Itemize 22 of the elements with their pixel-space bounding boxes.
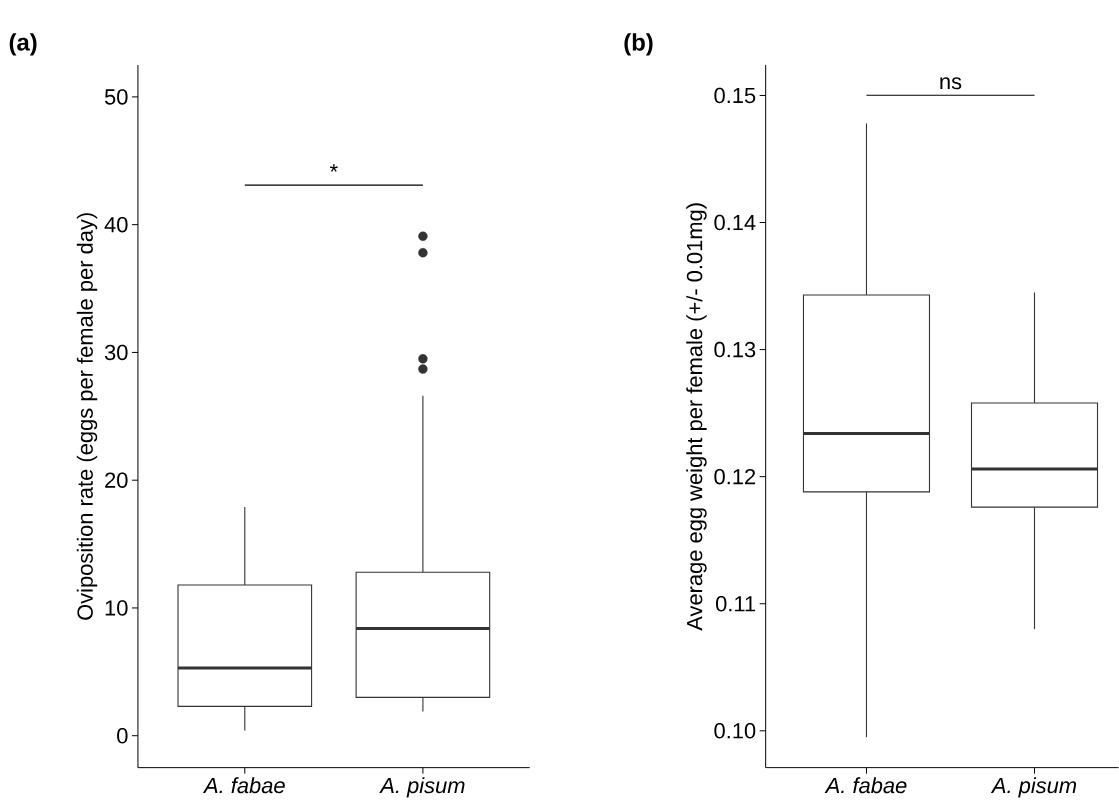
y-tick-label: 0.15	[714, 87, 756, 104]
y-tick-label: 40	[104, 217, 128, 233]
y-axis-title: Oviposition rate (eggs per female per day)	[76, 213, 98, 621]
y-tick-label: 20	[105, 472, 128, 489]
y-tick-label: 50	[104, 89, 128, 105]
y-tick-label: 0.13	[714, 342, 756, 358]
y-axis-title: Average egg weight per female (+/- 0.01mg)	[686, 203, 707, 631]
x-tick-label: A. fabae	[202, 777, 285, 794]
annotation: *	[329, 164, 338, 173]
annotation: ns	[940, 77, 962, 90]
chart-title: (b)	[624, 33, 653, 56]
y-tick-label: 0.14	[714, 214, 756, 231]
y-tick-label: 0.10	[714, 723, 756, 739]
y-tick-label: 0	[117, 728, 128, 744]
x-tick-label: A. fabae	[824, 777, 907, 794]
y-tick-label: 0.12	[714, 469, 756, 485]
y-tick-label: 30	[104, 344, 128, 361]
y-tick-label: 10	[105, 600, 128, 616]
y-tick-label: 0.11	[715, 596, 756, 612]
x-tick-label: A. pisum	[379, 777, 465, 798]
chart-title: (a)	[9, 33, 37, 56]
x-tick-label: A. pisum	[990, 777, 1077, 798]
